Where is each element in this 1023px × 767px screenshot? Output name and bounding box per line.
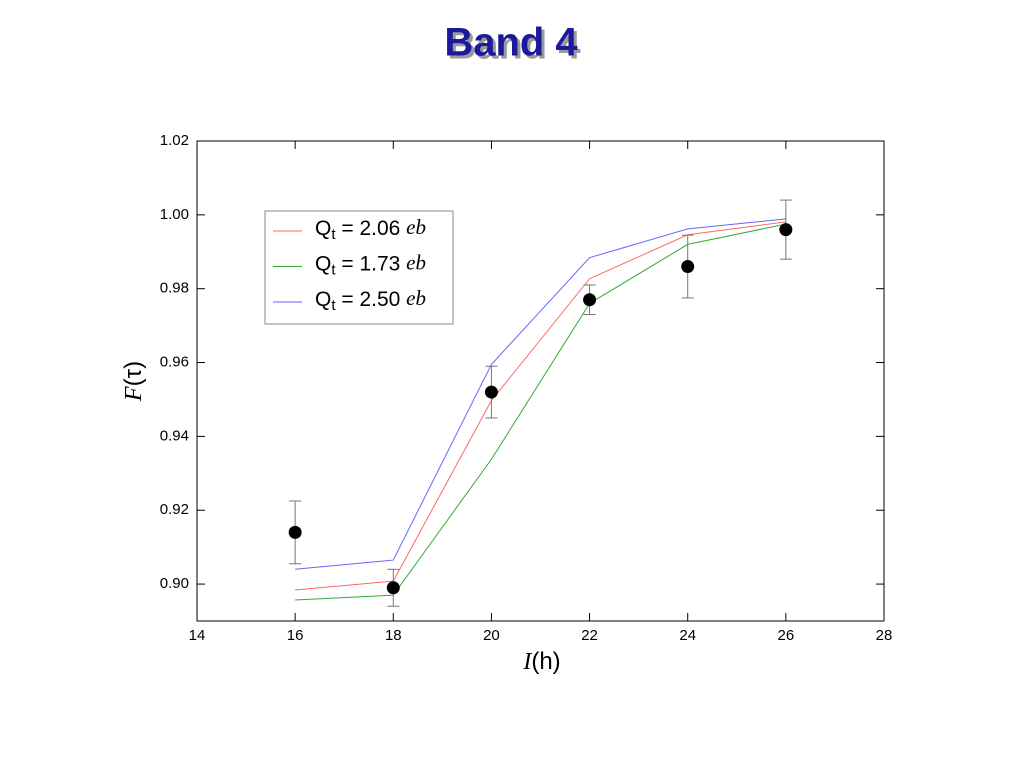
data-point [386, 581, 400, 595]
x-tick-label: 26 [778, 627, 795, 644]
model-line [295, 221, 786, 591]
x-axis-label: I(h) [522, 648, 560, 675]
x-tick-label: 24 [679, 627, 696, 644]
title-shadow: Band 4 [447, 24, 581, 68]
y-tick-label: 1.00 [160, 206, 189, 223]
x-tick-label: 20 [483, 627, 500, 644]
legend-label: Qt = 2.50 eb [315, 286, 426, 314]
x-tick-label: 18 [385, 627, 402, 644]
y-tick-label: 0.94 [160, 427, 189, 444]
data-point [484, 385, 498, 399]
y-tick-label: 0.92 [160, 501, 189, 518]
x-tick-label: 16 [287, 627, 304, 644]
x-tick-label: 22 [581, 627, 598, 644]
data-point [779, 223, 793, 237]
plot-frame [196, 140, 885, 622]
model-line [295, 223, 786, 601]
y-tick-label: 0.98 [160, 280, 189, 297]
data-point [288, 525, 302, 539]
y-tick-label: 1.02 [160, 132, 189, 149]
legend-label: Qt = 2.06 eb [315, 215, 426, 243]
model-line [295, 218, 786, 570]
data-point [583, 293, 597, 307]
x-tick-label: 28 [876, 627, 893, 644]
data-point [681, 260, 695, 274]
y-axis-label: F(τ) [120, 361, 147, 402]
x-tick-label: 14 [189, 627, 206, 644]
chart-title: Band 4 [444, 21, 578, 65]
legend-label: Qt = 1.73 eb [315, 250, 426, 278]
y-tick-label: 0.96 [160, 354, 189, 371]
y-tick-label: 0.90 [160, 575, 189, 592]
legend-box [264, 210, 454, 325]
